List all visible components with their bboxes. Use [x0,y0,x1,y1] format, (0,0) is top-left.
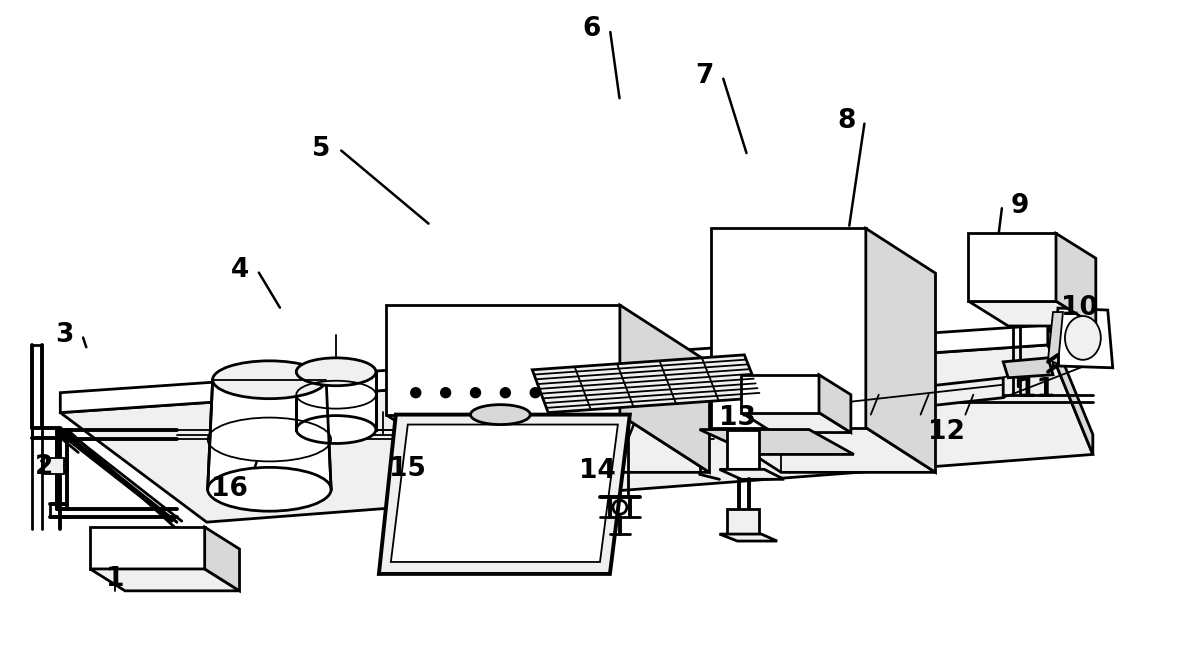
Circle shape [441,388,451,398]
Polygon shape [727,509,759,534]
Polygon shape [711,228,866,428]
Polygon shape [1048,312,1063,364]
Polygon shape [866,228,935,472]
Polygon shape [719,470,784,479]
Text: 16: 16 [211,476,248,502]
Text: 6: 6 [582,16,601,43]
Polygon shape [711,428,935,472]
Ellipse shape [296,358,376,386]
Polygon shape [968,301,1096,326]
Text: 8: 8 [837,108,856,134]
Polygon shape [742,413,850,433]
Ellipse shape [470,404,530,424]
Polygon shape [386,305,620,415]
Ellipse shape [213,361,326,399]
Circle shape [501,388,510,398]
Polygon shape [1003,358,1053,378]
Polygon shape [60,325,1048,413]
Text: 2: 2 [35,454,53,481]
Polygon shape [379,415,629,574]
Text: 11: 11 [1018,377,1055,402]
Text: 15: 15 [390,457,426,482]
Polygon shape [727,430,759,470]
Ellipse shape [208,468,331,511]
Text: 13: 13 [719,404,756,431]
Ellipse shape [296,415,376,444]
Polygon shape [742,375,818,413]
Polygon shape [90,569,240,591]
Polygon shape [620,305,710,472]
Polygon shape [533,355,762,413]
Text: 3: 3 [56,322,73,348]
Polygon shape [60,345,1092,522]
Text: 14: 14 [579,459,615,484]
Polygon shape [391,424,618,562]
Text: 5: 5 [312,135,331,162]
Polygon shape [1048,325,1092,455]
Polygon shape [204,527,240,591]
Ellipse shape [1065,316,1101,360]
Text: 10: 10 [1062,295,1098,321]
Circle shape [530,388,540,398]
Polygon shape [90,527,204,569]
Polygon shape [1053,308,1113,368]
Text: 1: 1 [106,566,124,592]
Polygon shape [818,375,850,433]
Polygon shape [208,380,331,490]
Text: 4: 4 [230,257,249,283]
Text: 12: 12 [928,419,965,444]
Polygon shape [386,415,710,472]
Polygon shape [296,372,376,430]
Text: 9: 9 [1011,192,1030,219]
Polygon shape [699,430,854,455]
Polygon shape [968,233,1056,301]
Polygon shape [719,534,777,541]
Circle shape [411,388,420,398]
Circle shape [470,388,481,398]
Polygon shape [45,459,64,474]
Polygon shape [850,378,1003,415]
Text: 7: 7 [696,63,713,89]
Polygon shape [1056,233,1096,326]
